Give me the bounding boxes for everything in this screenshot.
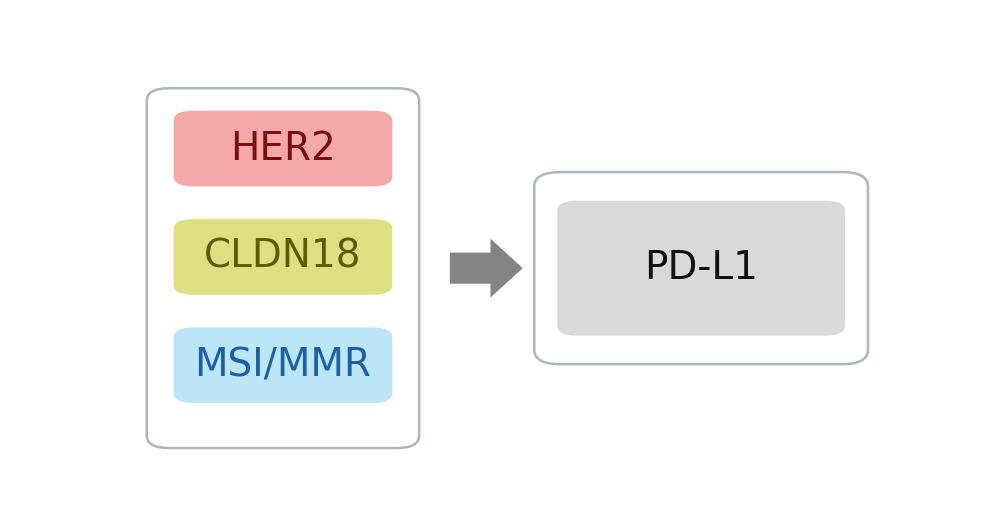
Text: HER2: HER2 <box>230 130 336 168</box>
Text: MSI/MMR: MSI/MMR <box>194 346 371 384</box>
Polygon shape <box>449 239 523 297</box>
FancyBboxPatch shape <box>147 88 419 448</box>
FancyBboxPatch shape <box>535 172 868 364</box>
Text: PD-L1: PD-L1 <box>644 249 758 287</box>
Text: CLDN18: CLDN18 <box>204 238 361 276</box>
FancyBboxPatch shape <box>173 328 392 403</box>
FancyBboxPatch shape <box>173 219 392 295</box>
FancyBboxPatch shape <box>173 111 392 186</box>
FancyBboxPatch shape <box>557 201 844 336</box>
